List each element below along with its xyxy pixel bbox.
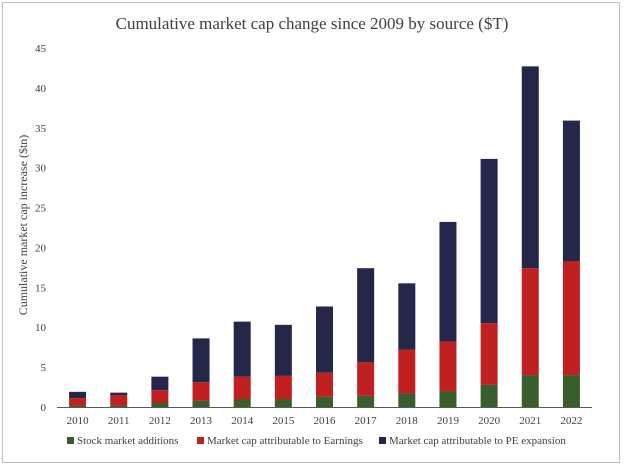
bar-segment bbox=[192, 400, 210, 407]
bar-segment bbox=[233, 376, 251, 400]
x-tick-label: 2019 bbox=[437, 415, 460, 427]
y-tick-label: 0 bbox=[41, 402, 47, 414]
bar-segment bbox=[69, 405, 87, 407]
y-tick-label: 10 bbox=[35, 322, 47, 334]
y-tick-label: 35 bbox=[35, 123, 47, 135]
legend-entry: Market cap attributable to Earnings bbox=[207, 435, 363, 447]
x-tick-label: 2010 bbox=[67, 415, 90, 427]
bar-segment bbox=[110, 405, 128, 407]
bar-segment bbox=[562, 375, 580, 407]
bar-segment bbox=[562, 120, 580, 262]
bar-segment bbox=[316, 396, 333, 407]
x-tick-label: 2013 bbox=[190, 415, 213, 427]
legend-swatch bbox=[197, 437, 204, 444]
bar-segment bbox=[110, 395, 128, 406]
x-tick-label: 2018 bbox=[396, 415, 419, 427]
bar-segment bbox=[69, 398, 87, 406]
bar-segment bbox=[357, 395, 375, 407]
x-tick-label: 2016 bbox=[314, 415, 337, 427]
bar-segment bbox=[316, 306, 333, 373]
bar-segment bbox=[233, 321, 251, 377]
chart-title: Cumulative market cap change since 2009 … bbox=[116, 14, 509, 33]
x-tick-label: 2017 bbox=[355, 415, 378, 427]
x-tick-label: 2022 bbox=[560, 415, 582, 427]
bar-segment bbox=[521, 375, 539, 407]
x-tick-label: 2021 bbox=[519, 415, 541, 427]
bar-segment bbox=[192, 382, 210, 401]
bar-segment bbox=[274, 375, 292, 400]
bar-segment bbox=[480, 384, 498, 407]
x-tick-label: 2012 bbox=[149, 415, 171, 427]
bar-segment bbox=[357, 268, 375, 363]
bar-segment bbox=[151, 376, 169, 391]
legend: Stock market additions Market cap attribu… bbox=[67, 435, 566, 447]
bar-segment bbox=[439, 391, 457, 407]
bar-segment bbox=[398, 349, 416, 394]
y-axis-ticks: 0 5 10 15 20 25 30 35 40 45 bbox=[35, 43, 47, 414]
bar-segment bbox=[316, 372, 333, 397]
legend-entry: Stock market additions bbox=[77, 435, 178, 447]
bar-segment bbox=[480, 158, 498, 324]
x-tick-label: 2011 bbox=[108, 415, 130, 427]
bar-segment bbox=[151, 390, 169, 404]
bar-segment bbox=[480, 323, 498, 385]
bar-segment bbox=[110, 392, 128, 396]
bars bbox=[69, 66, 580, 407]
y-axis-label: Cumulative market cap increase ($tn) bbox=[16, 135, 30, 316]
bar-segment bbox=[69, 391, 87, 399]
x-tick-label: 2015 bbox=[272, 415, 295, 427]
bar-segment bbox=[274, 399, 292, 407]
y-tick-label: 20 bbox=[35, 242, 47, 254]
x-tick-label: 2020 bbox=[478, 415, 501, 427]
bar-segment bbox=[233, 399, 251, 407]
bar-segment bbox=[521, 268, 539, 376]
y-tick-label: 45 bbox=[35, 43, 47, 55]
y-tick-label: 5 bbox=[41, 362, 47, 374]
legend-swatch bbox=[67, 437, 74, 444]
legend-swatch bbox=[379, 437, 386, 444]
x-axis-ticks: 2010 2011 2012 2013 2014 2015 2016 2017 2018 2019… bbox=[67, 415, 583, 427]
y-tick-label: 25 bbox=[35, 203, 47, 215]
y-tick-label: 40 bbox=[35, 83, 47, 95]
bar-segment bbox=[192, 338, 210, 383]
bar-segment bbox=[151, 403, 169, 407]
bar-segment bbox=[398, 283, 416, 350]
bar-segment bbox=[439, 341, 457, 392]
bar-segment bbox=[562, 261, 580, 376]
y-tick-label: 30 bbox=[35, 163, 47, 175]
bar-segment bbox=[521, 66, 539, 269]
chart-frame bbox=[2, 2, 620, 463]
bar-segment bbox=[398, 393, 416, 407]
bar-segment bbox=[357, 362, 375, 396]
bar-segment bbox=[439, 221, 457, 342]
y-tick-label: 15 bbox=[35, 282, 47, 294]
legend-entry: Market cap attributable to PE expansion bbox=[389, 435, 566, 447]
bar-segment bbox=[274, 324, 292, 376]
x-tick-label: 2014 bbox=[231, 415, 254, 427]
